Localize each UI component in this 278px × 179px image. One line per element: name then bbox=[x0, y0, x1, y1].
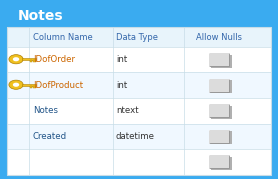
Circle shape bbox=[13, 57, 19, 61]
Text: int: int bbox=[116, 55, 127, 64]
Bar bbox=[7, 27, 271, 175]
Bar bbox=[7, 27, 271, 175]
Text: Data Type: Data Type bbox=[116, 33, 158, 42]
Bar bbox=[208, 79, 229, 92]
Bar bbox=[33, 60, 36, 62]
Text: IDofProduct: IDofProduct bbox=[33, 81, 83, 90]
Bar bbox=[7, 27, 271, 47]
Bar bbox=[211, 157, 232, 170]
Bar bbox=[29, 86, 32, 88]
Circle shape bbox=[9, 55, 23, 64]
Bar bbox=[208, 155, 229, 168]
Text: datetime: datetime bbox=[116, 132, 155, 141]
Bar bbox=[211, 55, 232, 68]
Bar bbox=[208, 130, 229, 143]
Text: Column Name: Column Name bbox=[33, 33, 93, 42]
Bar bbox=[211, 106, 232, 119]
Bar bbox=[7, 47, 271, 72]
Circle shape bbox=[13, 83, 19, 87]
Bar bbox=[7, 124, 271, 149]
Bar bbox=[7, 72, 271, 98]
Bar bbox=[29, 60, 32, 62]
Bar bbox=[7, 4, 271, 27]
Bar bbox=[22, 84, 36, 86]
Bar bbox=[22, 58, 36, 60]
Text: Created: Created bbox=[33, 132, 67, 141]
Bar bbox=[7, 149, 271, 175]
Bar bbox=[208, 104, 229, 117]
Text: int: int bbox=[116, 81, 127, 90]
Circle shape bbox=[9, 80, 23, 89]
Bar bbox=[211, 131, 232, 144]
Bar bbox=[208, 53, 229, 66]
Text: IDofOrder: IDofOrder bbox=[33, 55, 75, 64]
Bar bbox=[211, 80, 232, 93]
Text: Allow Nulls: Allow Nulls bbox=[196, 33, 242, 42]
Bar bbox=[33, 86, 36, 88]
Text: Notes: Notes bbox=[33, 106, 58, 115]
Bar bbox=[7, 98, 271, 124]
Text: Notes: Notes bbox=[18, 9, 64, 23]
Text: ntext: ntext bbox=[116, 106, 138, 115]
